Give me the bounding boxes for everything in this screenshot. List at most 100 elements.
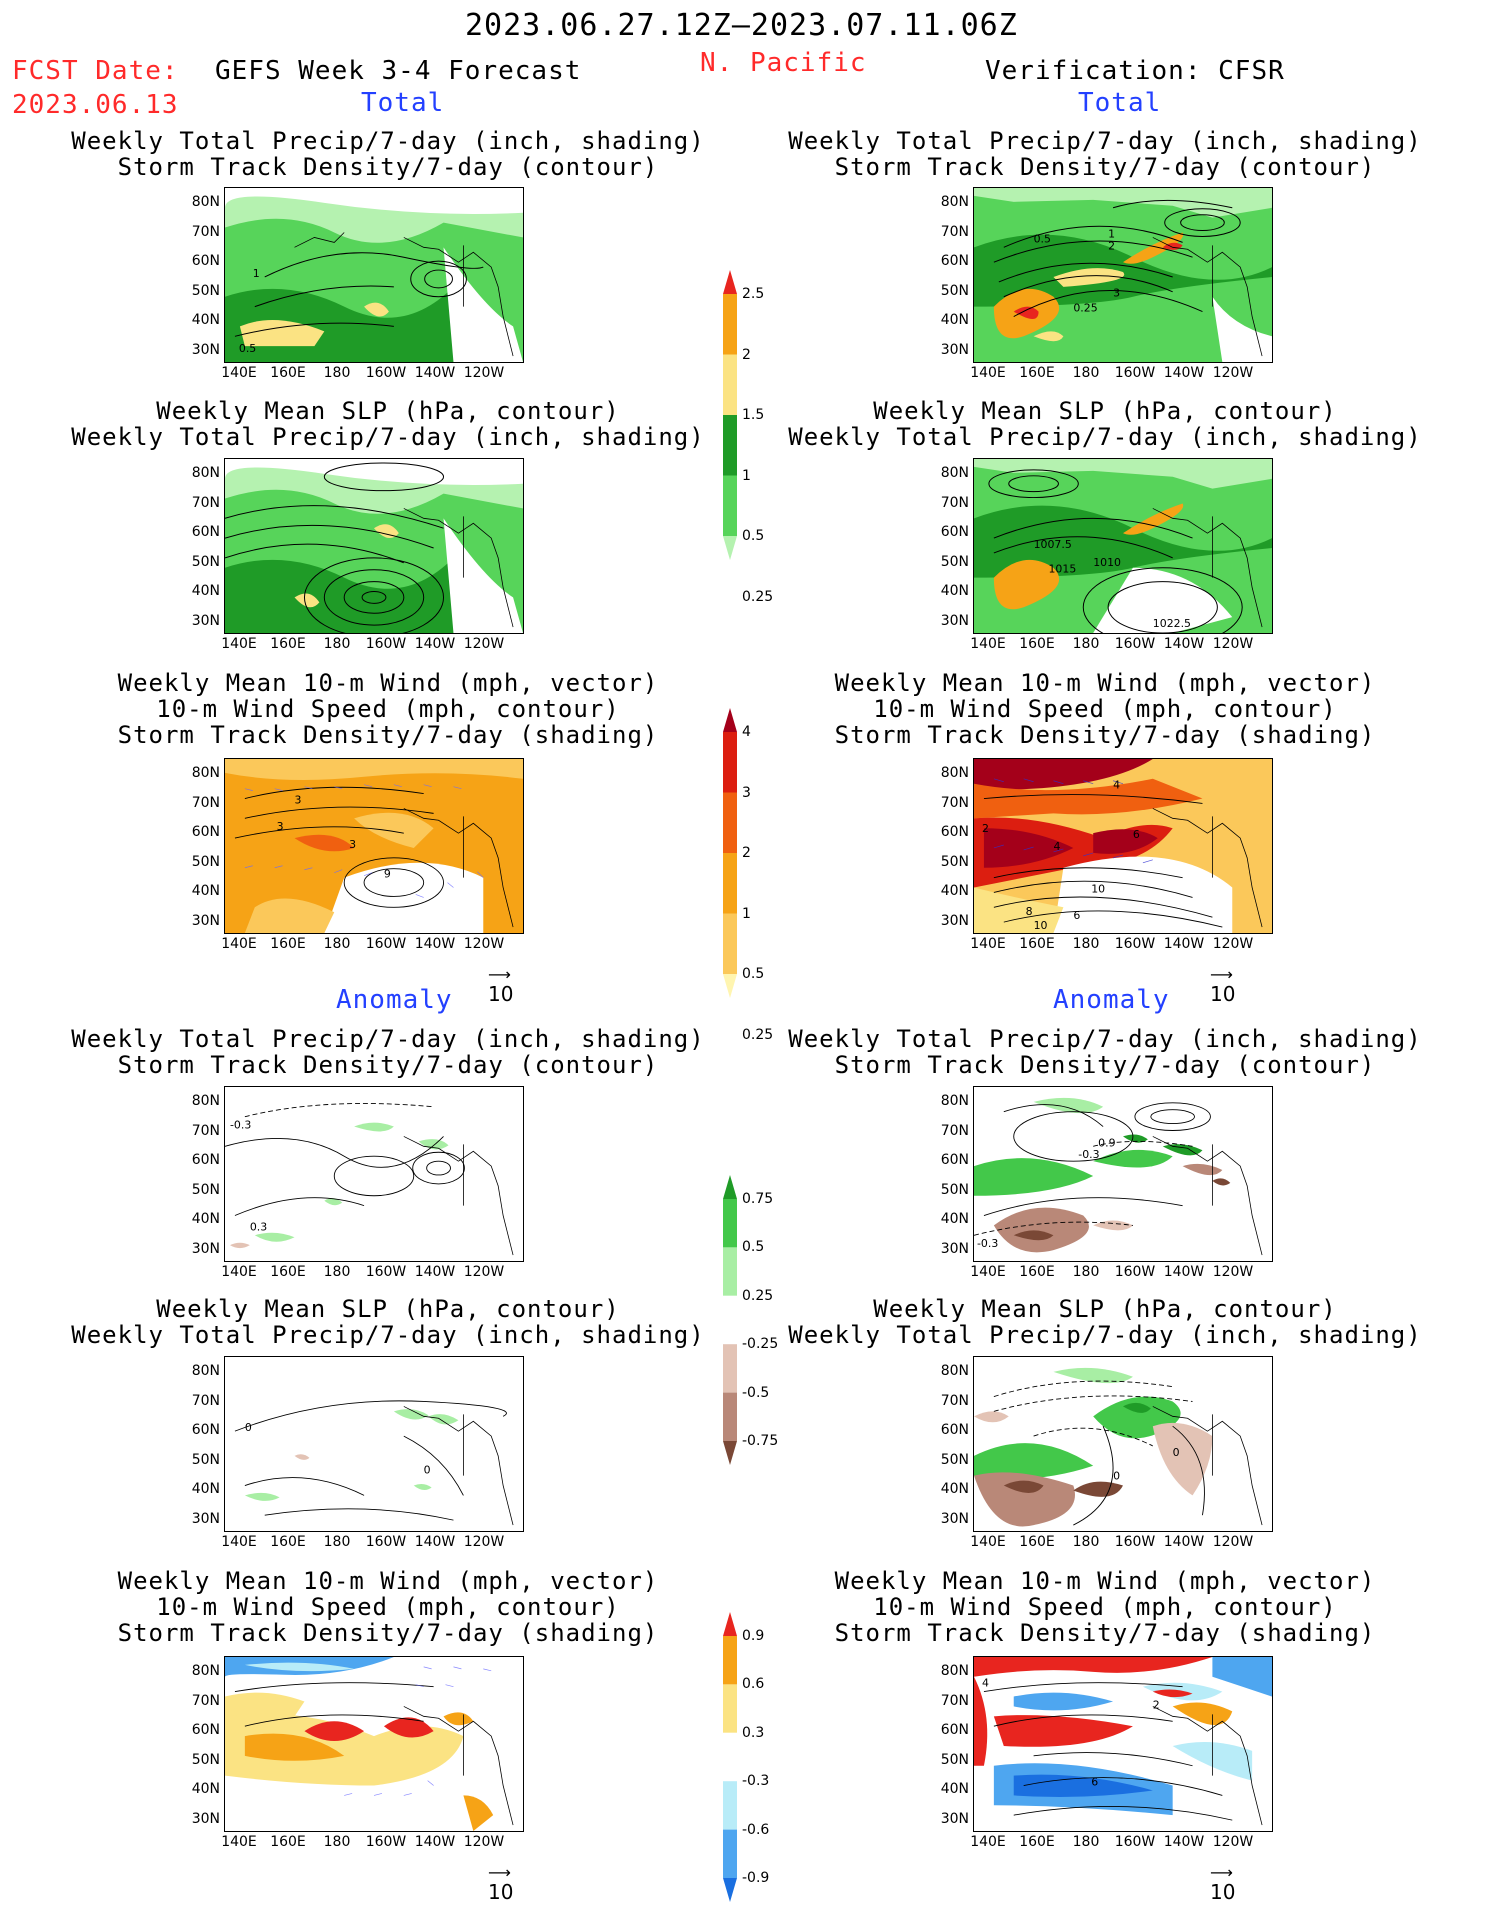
lat-tick-label: 40N (191, 583, 220, 599)
lat-tick-label: 50N (191, 1751, 220, 1768)
map-forecast-precip-storm-anomaly: -0.3 0.3 (224, 1086, 524, 1262)
lat-tick-label: 70N (191, 494, 220, 511)
title-v5: Weekly Mean SLP (hPa, contour) Weekly Tot… (788, 1295, 1422, 1349)
lon-tick-label: 140W (1163, 1834, 1205, 1850)
contour-label: 4 (982, 1677, 989, 1690)
lat-tick-label: 30N (940, 1810, 969, 1827)
lat-tick-label: 60N (940, 1152, 969, 1168)
colorbar-tick-label: 2 (742, 845, 751, 861)
colorbar-tick-label: 0.75 (742, 1191, 774, 1207)
lon-tick-label: 120W (463, 1834, 505, 1850)
colorbar-segment (723, 415, 737, 476)
lon-tick-label: 160W (365, 936, 407, 952)
contour-label: -0.3 (1078, 1148, 1099, 1161)
lat-tick-label: 70N (940, 1392, 969, 1409)
lon-tick-label: 120W (463, 1264, 505, 1280)
lat-tick-label: 70N (191, 1692, 220, 1709)
lon-tick-label: 140W (1163, 936, 1205, 952)
lon-tick-label: 180 (1072, 1264, 1100, 1280)
contour-label: 0 (424, 1464, 431, 1477)
contour-label: 0 (1173, 1446, 1180, 1459)
lat-tick-label: 60N (191, 253, 220, 269)
lon-tick-label: 140E (221, 1834, 257, 1850)
lat-tick-label: 30N (191, 612, 220, 629)
colorbar-segment (723, 1175, 737, 1199)
lon-tick-label: 140E (221, 1264, 257, 1280)
map-verification-slp-precip-anomaly: 0 0 (973, 1356, 1273, 1532)
title-f4: Weekly Total Precip/7-day (inch, shading… (71, 1025, 705, 1079)
lon-tick-label: 140W (1163, 365, 1205, 381)
section-anomaly-left: Anomaly (336, 985, 453, 1015)
map-verification-precip-storm: 0.5 1 2 3 0.25 (973, 187, 1273, 363)
colorbar-segment (723, 1199, 737, 1248)
contour-label: 0.3 (250, 1220, 267, 1233)
lon-tick-label: 160E (270, 636, 306, 652)
map-verification-precip-storm-anomaly: 0.9 -0.3 -0.3 (973, 1086, 1273, 1262)
lon-tick-label: 160W (1114, 1264, 1156, 1280)
title-f1: Weekly Total Precip/7-day (inch, shading… (71, 127, 705, 181)
model-title: GEFS Week 3-4 Forecast (215, 56, 582, 86)
lon-tick-label: 120W (463, 365, 505, 381)
colorbar-segment (723, 354, 737, 415)
lat-tick-label: 80N (940, 1663, 969, 1679)
colorbar-segment (723, 1344, 737, 1393)
lat-tick-label: 80N (191, 765, 220, 781)
lon-tick-label: 140E (970, 1534, 1006, 1550)
lon-tick-label: 140E (221, 365, 257, 381)
colorbar-tick-label: 0.3 (742, 1724, 765, 1741)
contour-label: 2 (1108, 239, 1115, 252)
title-f2: Weekly Mean SLP (hPa, contour) Weekly Tot… (71, 397, 705, 451)
lat-tick-label: 70N (191, 1392, 220, 1409)
lon-tick-label: 180 (1072, 936, 1100, 952)
lon-tick-label: 140W (414, 936, 456, 952)
colorbar-segment (723, 1247, 737, 1296)
lat-tick-label: 60N (940, 524, 969, 540)
lat-tick-label: 60N (191, 524, 220, 540)
lat-tick-label: 30N (940, 341, 969, 358)
section-anomaly-right: Anomaly (1053, 985, 1170, 1015)
lat-tick-label: 80N (191, 1093, 220, 1109)
colorbar-tick-label: 0.25 (742, 1287, 774, 1304)
lon-tick-label: 160E (270, 365, 306, 381)
fcst-date: 2023.06.13 (12, 90, 179, 120)
lat-tick-label: 80N (940, 765, 969, 781)
lon-tick-label: 120W (463, 936, 505, 952)
contour-label: 3 (1113, 287, 1120, 300)
lat-tick-label: 50N (940, 1751, 969, 1768)
lat-tick-label: 70N (191, 794, 220, 811)
lon-tick-label: 160E (1019, 636, 1055, 652)
contour-label: 0 (245, 1421, 252, 1434)
colorbar-tick-label: 0.25 (742, 1026, 774, 1043)
contour-label: 2 (1153, 1698, 1160, 1711)
lat-tick-label: 30N (191, 912, 220, 929)
colorbar-segment (723, 708, 737, 732)
lon-tick-label: 120W (463, 1534, 505, 1550)
lon-tick-label: 180 (323, 365, 351, 381)
vector-ref-f6: ⟶ 10 (488, 1863, 514, 1905)
contour-label: 9 (384, 868, 391, 881)
colorbar-segment (723, 913, 737, 974)
contour-label: 1 (253, 267, 260, 280)
lat-tick-label: 70N (940, 223, 969, 240)
colorbar-segment (723, 1684, 737, 1733)
lat-tick-label: 80N (191, 1663, 220, 1679)
lon-tick-label: 120W (1212, 1834, 1254, 1850)
colorbar-segment (723, 294, 737, 355)
lon-tick-label: 180 (1072, 1534, 1100, 1550)
lon-tick-label: 160E (270, 1534, 306, 1550)
fcst-date-label: FCST Date: (12, 56, 179, 86)
map-forecast-precip-storm: 1 0.5 (224, 187, 524, 363)
lon-tick-label: 160W (365, 1834, 407, 1850)
lat-tick-label: 60N (191, 1422, 220, 1438)
lat-tick-label: 70N (940, 494, 969, 511)
lat-tick-label: 80N (940, 1363, 969, 1379)
forecast-period: 2023.06.27.12Z–2023.07.11.06Z (465, 8, 1018, 43)
lat-tick-label: 40N (191, 1481, 220, 1497)
map-verification-wind-storm: 4 2 4 6 10 8 6 10 (973, 758, 1273, 934)
colorbar-segment (723, 732, 737, 793)
lat-tick-label: 80N (191, 465, 220, 481)
colorbar-storm-anomaly: 0.9 0.6 0.3 -0.3 -0.6 -0.9 (722, 1612, 802, 1902)
contour-label: -0.3 (977, 1237, 998, 1250)
lat-tick-label: 40N (940, 1211, 969, 1227)
lon-tick-label: 120W (1212, 1264, 1254, 1280)
